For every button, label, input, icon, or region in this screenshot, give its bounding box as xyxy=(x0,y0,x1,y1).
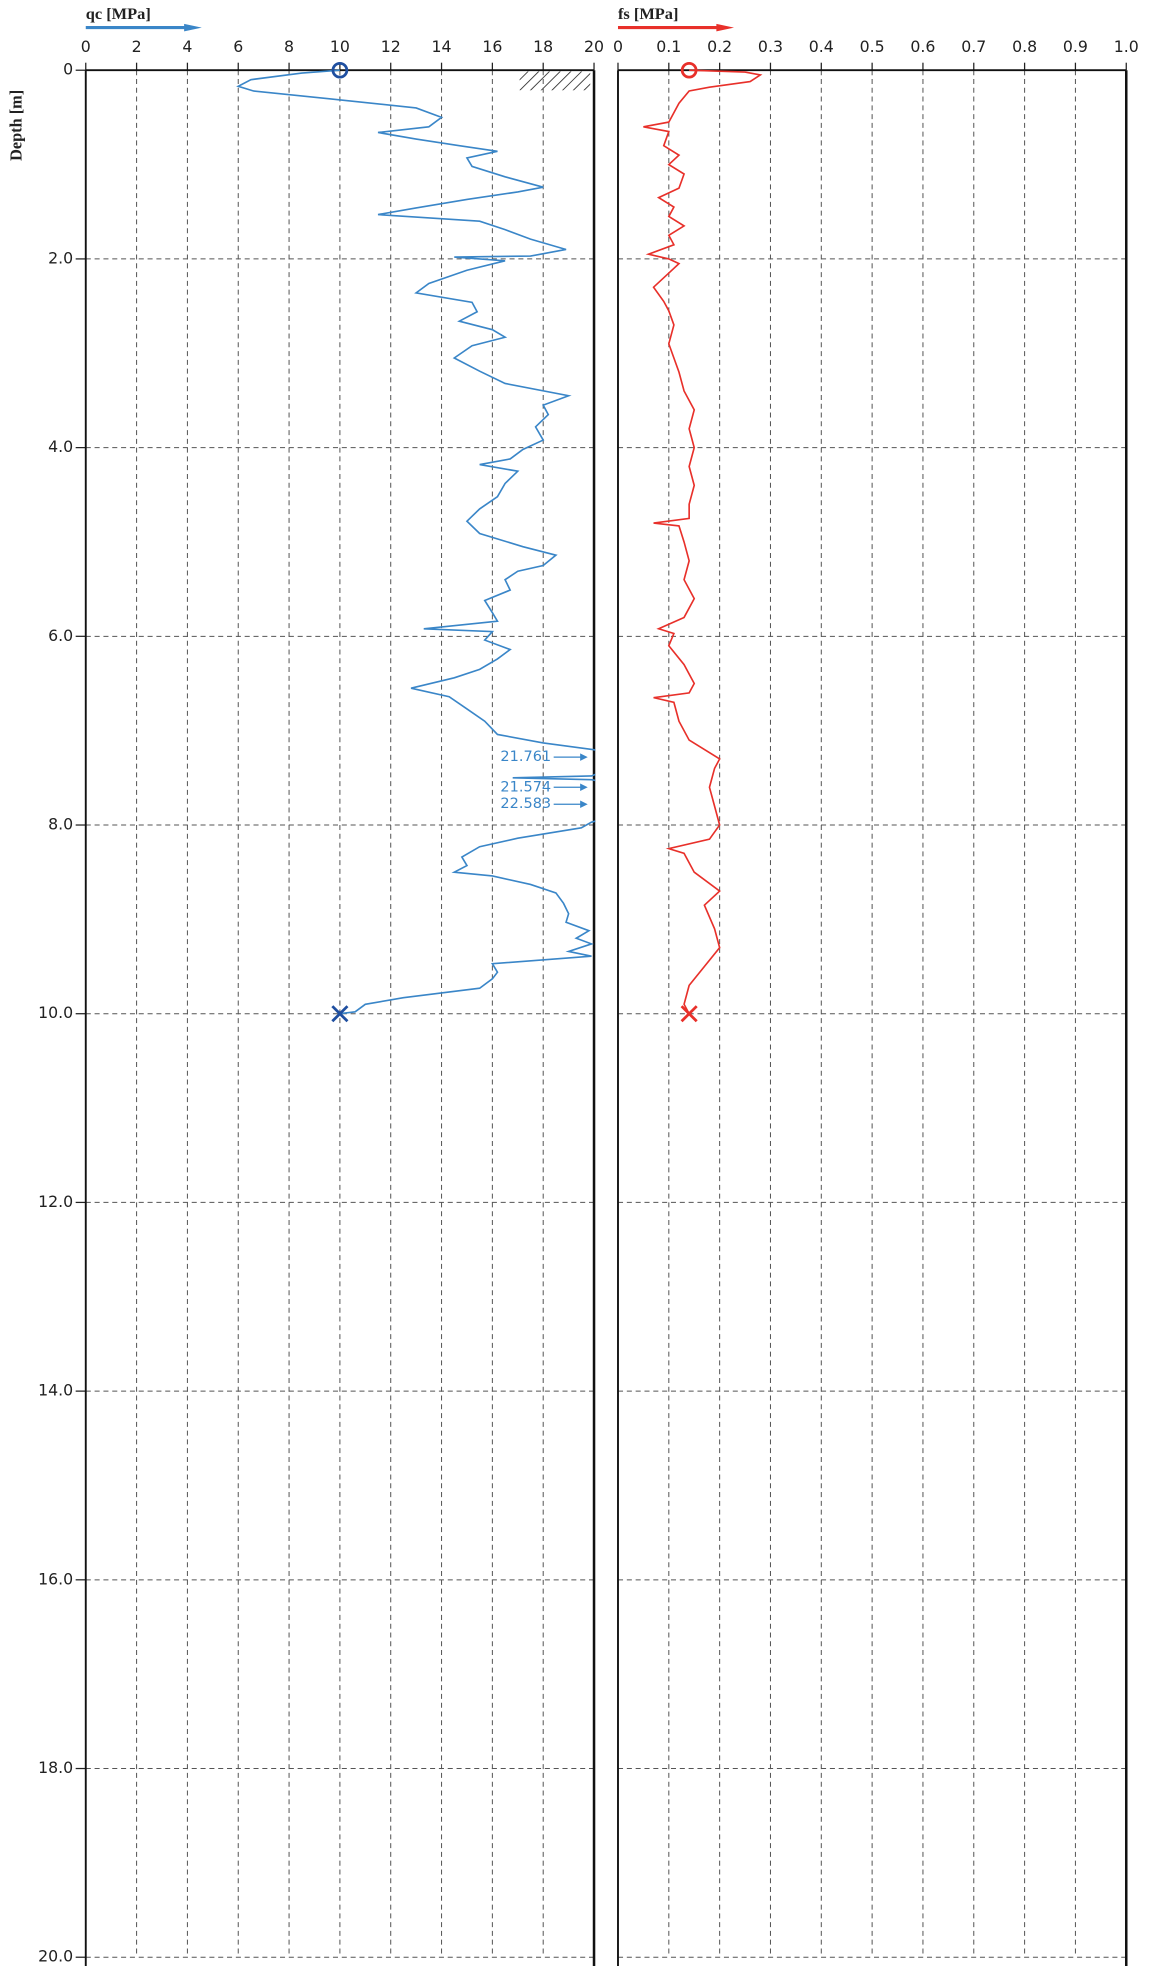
x-tick-label: 0.2 xyxy=(707,37,732,56)
y-tick-label: 0 xyxy=(63,60,73,79)
x-tick-label: 0.4 xyxy=(809,37,834,56)
x-tick-label: 0.3 xyxy=(758,37,783,56)
data-line xyxy=(236,69,596,1015)
y-tick-label: 6.0 xyxy=(48,626,73,645)
x-tick-label: 6 xyxy=(233,37,243,56)
data-line xyxy=(643,69,763,1015)
y-tick-label: 4.0 xyxy=(48,437,73,456)
off-scale-arrowhead xyxy=(580,753,588,761)
start-marker xyxy=(680,61,698,79)
x-tick-label: 0.5 xyxy=(860,37,885,56)
x-tick-label: 1.0 xyxy=(1114,37,1139,56)
soil-symbol xyxy=(519,71,591,91)
x-tick-label: 0 xyxy=(81,37,91,56)
start-marker xyxy=(331,61,349,79)
off-scale-label: 21.574 xyxy=(500,779,551,795)
x-tick-label: 0.9 xyxy=(1063,37,1088,56)
end-marker xyxy=(331,1005,349,1023)
axis-title: qc [MPa] xyxy=(86,4,151,23)
x-tick-label: 20 xyxy=(584,37,604,56)
x-tick-label: 0.7 xyxy=(961,37,986,56)
x-tick-label: 10 xyxy=(330,37,350,56)
end-marker xyxy=(680,1005,698,1023)
y-tick-label: 18.0 xyxy=(38,1758,73,1777)
y-tick-label: 10.0 xyxy=(38,1003,73,1022)
y-tick-label: 16.0 xyxy=(38,1569,73,1588)
x-tick-label: 0 xyxy=(613,37,623,56)
x-tick-label: 0.6 xyxy=(910,37,935,56)
off-scale-arrowhead xyxy=(580,800,588,809)
x-tick-label: 12 xyxy=(381,37,401,56)
x-tick-label: 16 xyxy=(482,37,502,56)
title-arrowhead xyxy=(716,23,735,32)
y-tick-label: 20.0 xyxy=(38,1947,73,1966)
title-arrowhead xyxy=(184,23,202,32)
x-tick-label: 18 xyxy=(533,37,553,56)
x-tick-label: 8 xyxy=(284,37,294,56)
x-tick-label: 4 xyxy=(182,37,192,56)
y-tick-label: 2.0 xyxy=(48,248,73,267)
x-tick-label: 0.1 xyxy=(656,37,681,56)
y-axis-title: Depth [m] xyxy=(6,90,25,161)
off-scale-arrowhead xyxy=(580,783,588,792)
axis-title: fs [MPa] xyxy=(618,4,678,23)
y-tick-label: 12.0 xyxy=(38,1192,73,1211)
off-scale-label: 22.583 xyxy=(500,796,551,812)
x-tick-label: 2 xyxy=(132,37,142,56)
x-tick-label: 0.8 xyxy=(1012,37,1037,56)
y-tick-label: 8.0 xyxy=(48,815,73,834)
x-tick-label: 14 xyxy=(432,37,452,56)
y-tick-label: 14.0 xyxy=(38,1381,73,1400)
off-scale-label: 21.761 xyxy=(500,749,551,765)
